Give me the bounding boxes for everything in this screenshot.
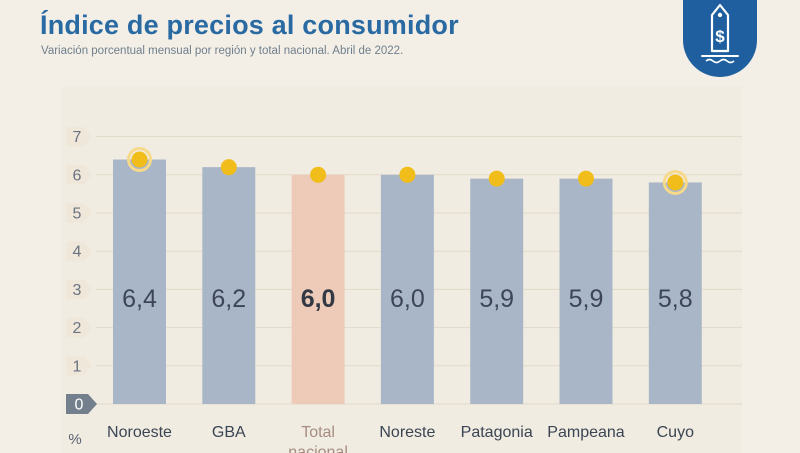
value-label: 5,8	[658, 285, 693, 313]
value-label: 5,9	[479, 285, 514, 313]
y-tick-label: 1	[73, 358, 82, 375]
y-tick-badge	[66, 355, 92, 376]
y-axis: 0 1 2 3 4 5 6 7%	[66, 126, 97, 448]
value-marker	[667, 174, 684, 191]
bar	[291, 174, 345, 404]
value-marker	[488, 170, 505, 187]
marker-ring	[127, 147, 152, 173]
value-marker	[131, 151, 148, 168]
value-marker	[578, 170, 594, 187]
x-tick-label: Noreste	[379, 424, 435, 441]
y-tick-badge	[66, 241, 92, 262]
value-marker	[399, 166, 416, 183]
bar	[470, 178, 524, 404]
y-axis-zero-badge	[66, 394, 97, 414]
y-tick-badge	[66, 126, 92, 147]
bar	[380, 174, 434, 404]
x-tick-label: Total nacional	[288, 424, 348, 453]
bar	[648, 182, 702, 404]
page-subtitle: Variación porcentual mensual por región …	[41, 45, 404, 57]
bar	[113, 159, 166, 404]
bar	[202, 167, 256, 404]
y-tick-badge	[66, 203, 92, 223]
y-tick-badge	[66, 317, 92, 338]
x-tick-label: Noroeste	[107, 424, 172, 441]
y-axis-unit-label: %	[68, 431, 81, 448]
marker-ring	[662, 169, 688, 195]
value-label: 5,9	[569, 285, 604, 313]
y-tick-badge	[66, 164, 92, 185]
x-tick-label: Patagonia	[461, 424, 533, 441]
value-markers	[127, 147, 688, 195]
y-tick-label: 0	[75, 397, 84, 414]
value-marker	[310, 166, 327, 183]
value-marker	[220, 159, 237, 176]
x-axis-labels: Noroeste GBA Total nacional Noreste Patagonia…	[107, 424, 694, 453]
value-label: 6,0	[301, 285, 336, 313]
x-tick-label: Cuyo	[657, 424, 694, 441]
value-labels: 6,4 6,2 6,0 6,0 5,9 5,9 5,8	[122, 285, 693, 313]
value-label: 6,2	[211, 285, 246, 313]
y-tick-label: 5	[73, 206, 82, 223]
price-tag-dollar-icon: $	[683, 0, 757, 77]
y-tick-label: 4	[73, 244, 82, 261]
x-tick-label: GBA	[212, 424, 246, 441]
y-tick-label: 3	[73, 282, 82, 299]
value-label: 6,0	[390, 285, 425, 313]
y-tick-badge	[66, 279, 92, 300]
y-tick-label: 6	[73, 167, 82, 184]
x-tick-label: Pampeana	[547, 424, 624, 441]
svg-text:$: $	[715, 27, 725, 46]
bars	[113, 159, 702, 404]
page-title: Índice de precios al consumidor	[40, 10, 459, 40]
y-tick-label: 7	[73, 129, 82, 146]
y-tick-label: 2	[73, 320, 82, 337]
bar	[559, 178, 613, 404]
value-label: 6,4	[122, 285, 157, 313]
